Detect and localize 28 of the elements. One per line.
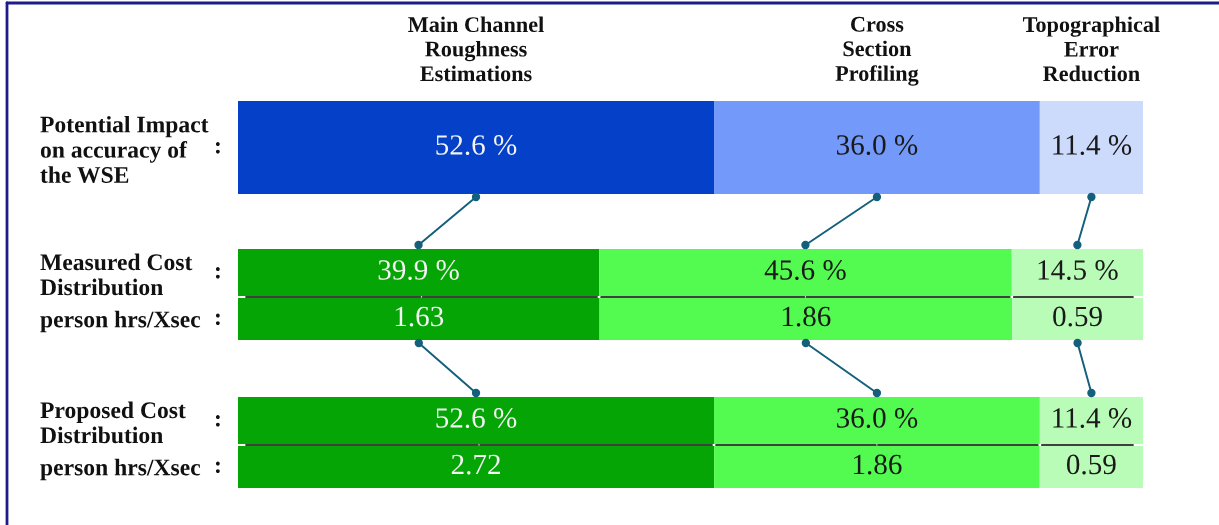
y-tick-label: person hrs/Xsec	[40, 310, 201, 333]
data-label: 39.9 %	[378, 260, 459, 280]
data-label: 36.0 %	[837, 135, 918, 155]
data-label: 1.86	[782, 306, 831, 327]
data-label: 52.6 %	[436, 408, 517, 428]
y-tick-label: Measured Cost Distribution	[40, 253, 193, 296]
data-label: 2.72	[451, 454, 500, 475]
data-label: 0.59	[1066, 454, 1116, 475]
series-label: Cross Section Profiling	[835, 16, 919, 86]
y-tick-label: Proposed Cost Distribution	[40, 401, 186, 444]
y-tick-label: Potential Impact on accuracy of the WSE	[40, 115, 209, 184]
data-label: 0.59	[1053, 306, 1102, 327]
data-label: 1.86	[853, 454, 902, 475]
data-label: 45.6 %	[764, 260, 846, 280]
data-label: 11.4 %	[1053, 408, 1132, 428]
data-label: 14.5 %	[1038, 260, 1118, 280]
y-tick-label: person hrs/Xsec	[40, 458, 201, 481]
text: :	[215, 461, 220, 474]
text: :	[215, 267, 220, 279]
data-label: 52.6 %	[436, 135, 517, 155]
series-label: Topographical Error Reduction	[1023, 16, 1160, 82]
text: :	[215, 142, 220, 154]
series-label: Main Channel Roughness Estimations	[408, 16, 544, 82]
data-label: 11.4 %	[1053, 135, 1132, 155]
text: :	[215, 313, 220, 326]
text: :	[215, 415, 220, 427]
data-label: 36.0 %	[837, 408, 918, 428]
data-label: 1.63	[395, 306, 444, 327]
